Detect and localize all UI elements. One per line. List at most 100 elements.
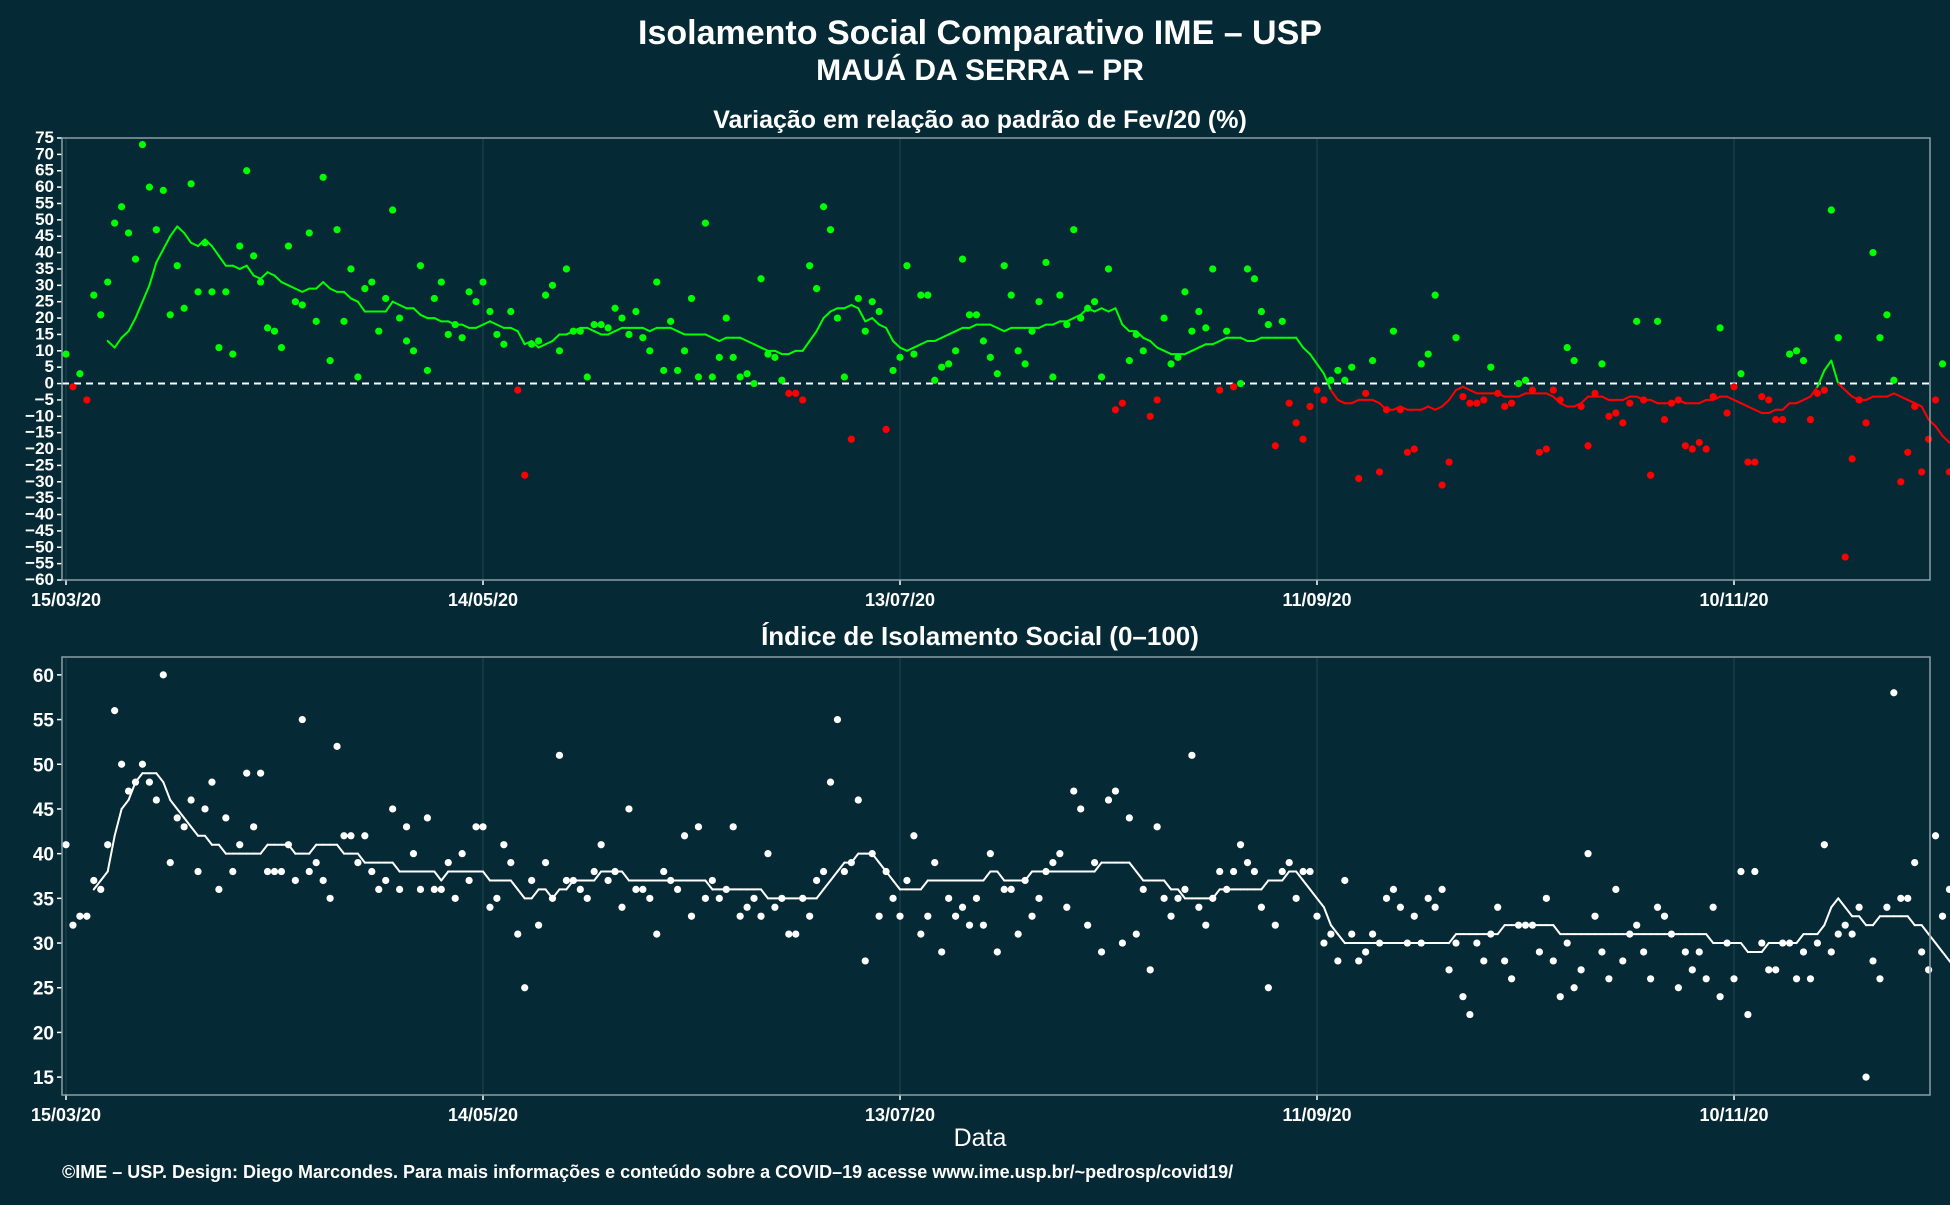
data-point [1104, 265, 1113, 273]
data-point [340, 832, 348, 840]
data-point [694, 823, 703, 831]
data-point [840, 373, 849, 381]
moving-average-segment [1552, 924, 1562, 936]
index-panel: 60 55 50 45 40 35 30 25 20 15 15/03/20 14/05/20 13/0… [31, 656, 1950, 1125]
data-point [257, 278, 265, 286]
data-point [430, 885, 438, 894]
data-point [764, 350, 772, 358]
moving-average-segment [1760, 942, 1770, 953]
moving-average-segment [537, 343, 547, 349]
data-point [1452, 334, 1460, 342]
moving-average-segment [1218, 336, 1228, 342]
data-point [1737, 867, 1745, 876]
data-point [1077, 805, 1085, 813]
data-point [1369, 930, 1377, 938]
data-point [1751, 867, 1759, 876]
moving-average-segment [822, 310, 832, 320]
data-point [1716, 993, 1724, 1001]
moving-average-segment [1823, 359, 1833, 372]
data-point [69, 921, 77, 929]
moving-average-segment [933, 336, 943, 342]
moving-average-segment [1795, 398, 1805, 405]
data-point [875, 307, 883, 316]
moving-average-segment [1260, 879, 1270, 891]
data-point [1626, 930, 1634, 938]
y-tick-label: 50 [33, 755, 54, 776]
data-point [1167, 360, 1175, 368]
y-tick-label: 30 [35, 275, 54, 294]
data-point [1313, 386, 1321, 394]
moving-average-segment [1496, 924, 1506, 936]
moving-average-segment [1726, 395, 1735, 401]
data-point [104, 278, 112, 286]
data-point [972, 311, 981, 319]
moving-average-segment [1545, 392, 1555, 398]
data-point [1438, 481, 1446, 489]
data-point [1223, 885, 1231, 894]
moving-average-segment [1309, 888, 1318, 900]
data-point [1640, 396, 1648, 404]
moving-average-segment [516, 888, 526, 900]
data-point [222, 288, 230, 296]
data-point [465, 876, 473, 885]
moving-average-segment [1190, 346, 1200, 352]
data-point [465, 288, 473, 296]
moving-average-segment [1823, 906, 1833, 927]
data-point [1097, 948, 1106, 956]
data-point [910, 832, 918, 840]
data-point [333, 226, 341, 234]
data-point [1862, 1073, 1870, 1081]
data-point [152, 226, 160, 234]
data-point [632, 885, 640, 894]
data-point [1306, 402, 1314, 411]
moving-average-segment [1837, 897, 1847, 909]
moving-average-segment [1183, 349, 1193, 356]
data-point [1577, 402, 1585, 411]
moving-average-segment [1302, 346, 1312, 356]
data-point [639, 334, 647, 342]
data-point [541, 858, 550, 867]
data-point [1091, 858, 1099, 867]
moving-average-segment [1329, 389, 1339, 401]
data-point [1042, 258, 1050, 267]
data-point [507, 858, 515, 867]
moving-average-segment [176, 225, 186, 234]
moving-average-segment [586, 326, 596, 333]
moving-average-segment [398, 303, 408, 310]
data-point [1945, 468, 1950, 476]
data-point [500, 841, 508, 849]
moving-average-segment [1177, 888, 1186, 900]
moving-average-segment [1892, 392, 1902, 398]
data-point [236, 242, 244, 250]
moving-average-segment [155, 772, 165, 784]
moving-average-segment [1733, 398, 1742, 405]
data-point [284, 841, 292, 849]
data-point [701, 219, 710, 227]
moving-average-segment [488, 320, 498, 326]
data-point [771, 353, 779, 361]
data-point [618, 314, 626, 322]
data-point [1570, 984, 1578, 992]
data-point [1257, 307, 1265, 316]
data-point [576, 327, 584, 335]
data-point [1417, 939, 1425, 947]
data-point [250, 252, 258, 260]
data-point [500, 340, 508, 348]
moving-average-segment [593, 330, 603, 336]
moving-average-segment [1065, 317, 1075, 323]
data-point [62, 841, 70, 849]
data-point [1466, 399, 1474, 407]
data-point [958, 903, 967, 911]
moving-average-segment [440, 870, 450, 882]
data-point [1514, 379, 1523, 388]
data-point [1348, 930, 1356, 938]
data-point [1501, 957, 1509, 965]
data-point [667, 876, 675, 885]
data-point [1021, 876, 1029, 885]
moving-average-segment [1107, 307, 1117, 313]
moving-average-segment [329, 287, 339, 293]
data-point [1230, 383, 1238, 391]
moving-average-segment [92, 879, 102, 891]
data-point [1702, 445, 1710, 453]
data-point [1278, 867, 1286, 876]
